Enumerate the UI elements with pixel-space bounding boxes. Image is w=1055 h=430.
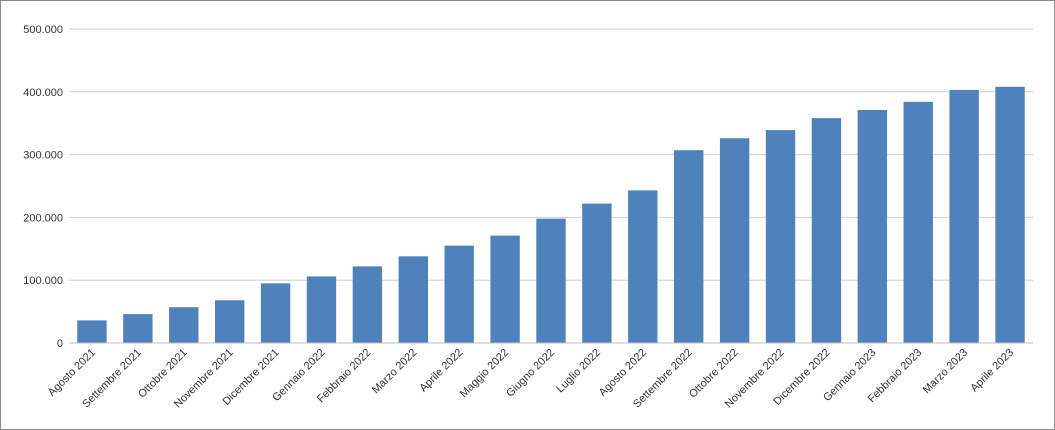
bar [214,300,245,343]
bar [260,283,291,343]
bar [582,203,612,343]
bar [719,138,750,343]
bar [628,190,658,343]
y-axis-tick-labels: 0 100.000 200.000 300.000 400.000 500.000 [23,24,63,350]
y-tick-label: 200.000 [23,212,63,224]
bar [903,101,933,344]
y-tick-label: 300.000 [23,150,63,162]
bar [352,266,383,343]
bar [536,218,566,343]
bars [77,86,1025,344]
bar [811,118,842,344]
bar [857,110,888,344]
x-tick-label: Marzo 2022 [370,347,420,397]
bar [444,245,474,343]
bar [674,150,704,343]
x-tick-label: Aprile 2023 [968,347,1016,395]
bar [306,276,337,343]
x-tick-label: Aprile 2022 [417,347,465,395]
y-tick-label: 400.000 [23,87,63,99]
bar [77,320,107,343]
y-tick-label: 0 [57,338,63,350]
bar [123,314,153,343]
bar [169,307,199,343]
bar [765,130,796,343]
y-tick-label: 100.000 [23,275,63,287]
bar [949,89,979,343]
x-tick-label: Giugno 2022 [504,347,557,400]
x-tick-label: Luglio 2022 [554,347,603,396]
x-tick-label: Maggio 2022 [458,347,511,400]
bar [398,256,428,343]
bar [995,86,1025,343]
y-tick-label: 500.000 [23,24,63,36]
bar [490,235,520,343]
x-tick-label: Marzo 2023 [921,347,971,397]
